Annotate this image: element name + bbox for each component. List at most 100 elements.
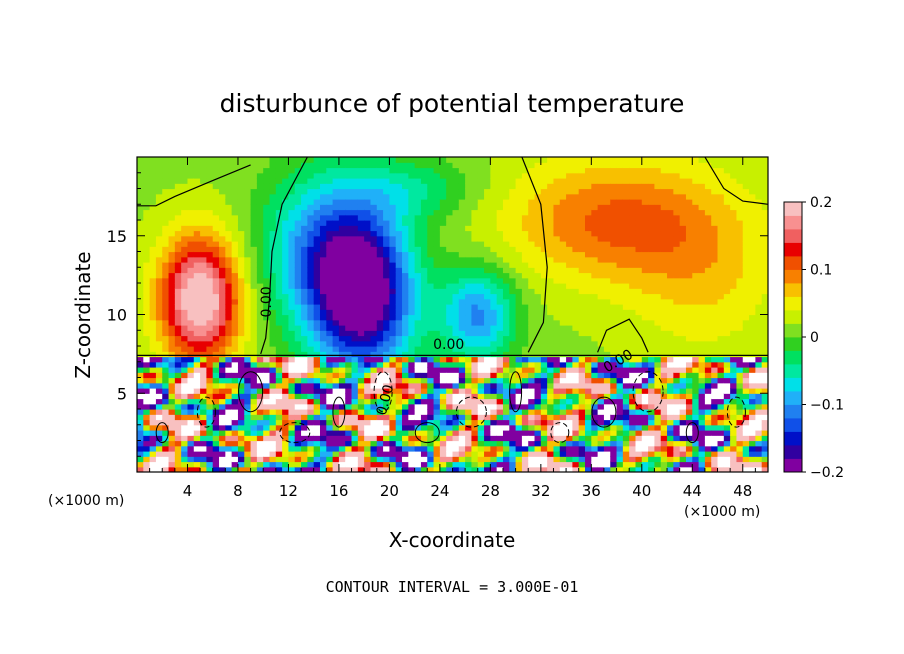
- heatmap-cell: [338, 424, 346, 431]
- heatmap-cell: [420, 388, 428, 394]
- heatmap-cell: [395, 209, 403, 216]
- heatmap-cell: [231, 178, 239, 184]
- heatmap-cell: [351, 393, 359, 400]
- heatmap-cell: [439, 314, 447, 321]
- heatmap-cell: [282, 298, 290, 305]
- heatmap-cell: [338, 220, 346, 226]
- heatmap-cell: [629, 451, 637, 457]
- heatmap-cell: [275, 188, 283, 195]
- heatmap-cell: [174, 456, 182, 463]
- heatmap-cell: [319, 445, 327, 452]
- heatmap-cell: [275, 393, 283, 400]
- heatmap-cell: [200, 241, 208, 247]
- heatmap-cell: [629, 398, 637, 405]
- heatmap-cell: [622, 367, 630, 373]
- heatmap-cell: [610, 167, 618, 174]
- heatmap-cell: [477, 388, 485, 394]
- heatmap-cell: [282, 372, 290, 379]
- heatmap-cell: [181, 283, 189, 289]
- heatmap-cell: [155, 361, 163, 368]
- heatmap-cell: [414, 461, 422, 468]
- heatmap-cell: [427, 377, 435, 384]
- heatmap-cell: [181, 445, 189, 452]
- heatmap-cell: [402, 178, 409, 184]
- heatmap-cell: [610, 251, 618, 258]
- heatmap-cell: [256, 277, 264, 284]
- heatmap-cell: [319, 466, 327, 472]
- heatmap-cell: [168, 340, 176, 347]
- heatmap-cell: [616, 466, 624, 472]
- heatmap-cell: [578, 409, 586, 415]
- heatmap-cell: [528, 262, 536, 268]
- heatmap-cell: [307, 225, 315, 232]
- heatmap-cell: [641, 419, 649, 426]
- heatmap-cell: [452, 225, 460, 232]
- heatmap-cell: [515, 246, 523, 253]
- heatmap-cell: [237, 388, 245, 394]
- heatmap-cell: [559, 430, 567, 436]
- heatmap-cell: [471, 351, 479, 358]
- heatmap-cell: [465, 246, 473, 253]
- heatmap-cell: [528, 199, 536, 205]
- heatmap-cell: [420, 304, 428, 310]
- heatmap-cell: [206, 393, 214, 400]
- heatmap-cell: [237, 246, 245, 253]
- heatmap-cell: [616, 193, 624, 200]
- heatmap-cell: [439, 309, 447, 316]
- heatmap-cell: [212, 209, 220, 216]
- heatmap-cell: [168, 220, 176, 226]
- heatmap-cell: [572, 419, 580, 426]
- heatmap-cell: [433, 388, 441, 394]
- heatmap-cell: [471, 251, 479, 258]
- heatmap-cell: [345, 241, 353, 247]
- heatmap-cell: [319, 377, 327, 384]
- heatmap-cell: [458, 183, 466, 190]
- heatmap-cell: [559, 367, 567, 373]
- heatmap-cell: [332, 409, 340, 415]
- heatmap-cell: [559, 162, 567, 169]
- heatmap-cell: [578, 235, 586, 242]
- heatmap-cell: [603, 419, 611, 426]
- heatmap-cell: [635, 251, 643, 258]
- heatmap-cell: [528, 435, 536, 442]
- heatmap-cell: [338, 451, 346, 457]
- heatmap-cell: [282, 277, 290, 284]
- heatmap-cell: [143, 445, 151, 452]
- heatmap-cell: [547, 346, 555, 352]
- heatmap-cell: [509, 256, 517, 263]
- heatmap-cell: [364, 382, 372, 389]
- heatmap-cell: [490, 367, 498, 373]
- heatmap-cell: [219, 220, 226, 226]
- heatmap-cell: [597, 335, 605, 342]
- heatmap-cell: [591, 330, 599, 337]
- heatmap-cell: [181, 183, 189, 190]
- heatmap-cell: [231, 204, 239, 211]
- heatmap-cell: [168, 214, 176, 221]
- heatmap-cell: [660, 466, 668, 472]
- heatmap-cell: [515, 314, 523, 321]
- heatmap-cell: [282, 451, 290, 457]
- heatmap-cell: [420, 398, 428, 405]
- heatmap-cell: [219, 314, 226, 321]
- heatmap-cell: [244, 456, 252, 463]
- heatmap-cell: [553, 393, 561, 400]
- heatmap-cell: [288, 235, 296, 242]
- heatmap-cell: [395, 193, 403, 200]
- heatmap-cell: [553, 167, 561, 174]
- heatmap-cell: [591, 246, 599, 253]
- heatmap-cell: [502, 393, 510, 400]
- heatmap-cell: [263, 346, 271, 352]
- heatmap-cell: [610, 267, 618, 274]
- heatmap-cell: [408, 293, 416, 300]
- heatmap-cell: [395, 367, 403, 373]
- heatmap-cell: [155, 225, 163, 232]
- heatmap-cell: [307, 298, 315, 305]
- heatmap-cell: [402, 330, 409, 337]
- heatmap-cell: [603, 214, 611, 221]
- heatmap-cell: [212, 262, 220, 268]
- heatmap-cell: [566, 162, 573, 169]
- heatmap-cell: [383, 293, 390, 300]
- heatmap-cell: [307, 424, 315, 431]
- heatmap-cell: [585, 199, 592, 205]
- heatmap-cell: [509, 445, 517, 452]
